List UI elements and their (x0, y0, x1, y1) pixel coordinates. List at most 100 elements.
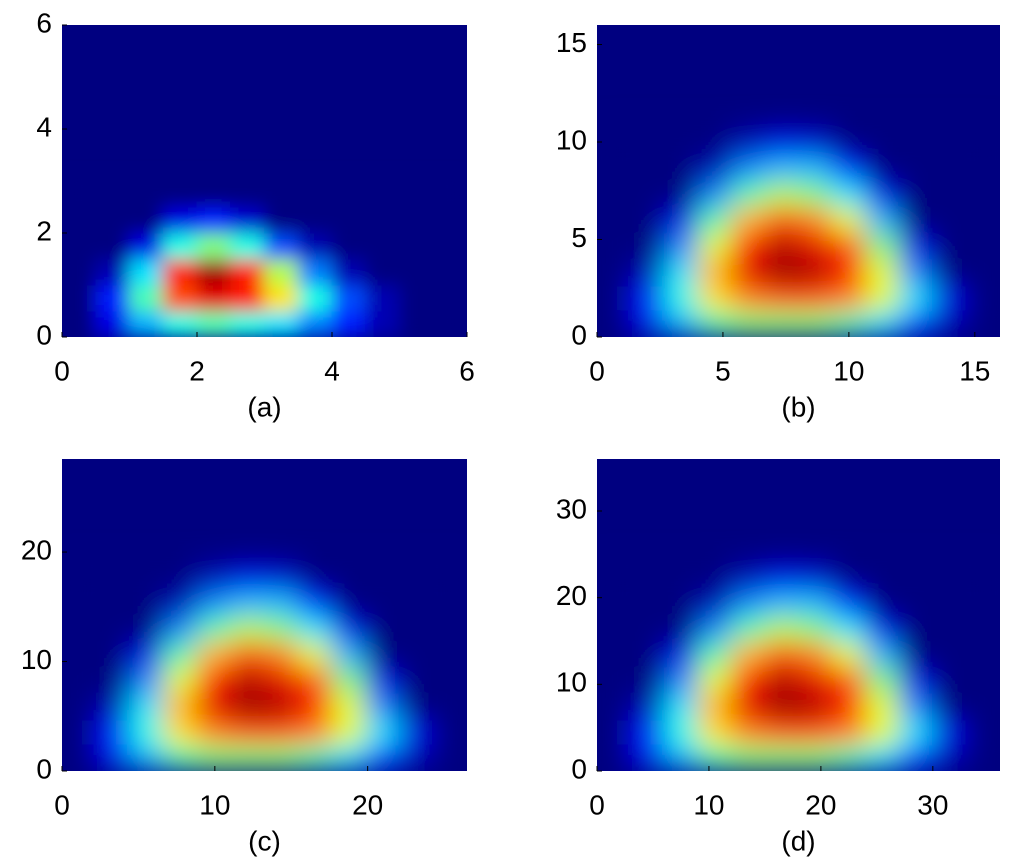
heatmap-cell (663, 588, 699, 616)
heatmap-cell (798, 127, 833, 155)
heatmap-cell (264, 718, 299, 746)
heatmap-cell (365, 744, 400, 771)
x-axis-label: (c) (248, 825, 281, 856)
heatmap-cell (630, 640, 665, 668)
heatmap-cell (432, 588, 467, 616)
heatmap-cell (129, 718, 164, 746)
heatmap-cell (630, 562, 665, 590)
heatmap-cell (865, 180, 900, 208)
heatmap-cell (831, 744, 867, 771)
heatmap-cell (865, 666, 900, 694)
heatmap-cell (697, 180, 732, 208)
heatmap-cell (264, 614, 299, 642)
heatmap-cell (399, 640, 434, 668)
heatmap-cell (865, 692, 900, 720)
heatmap-cell (831, 127, 867, 155)
y-tick-label: 30 (556, 493, 587, 524)
heatmap-cell (663, 284, 699, 312)
heatmap-cell (730, 692, 766, 720)
heatmap-cell (597, 153, 632, 182)
heatmap-cell (129, 692, 164, 720)
heatmap-cell (965, 206, 1000, 234)
heatmap-cell (831, 180, 867, 208)
y-tick-label: 20 (556, 580, 587, 611)
heatmap-cell (62, 692, 97, 720)
heatmap-cell (196, 614, 232, 642)
heatmap-cell (898, 153, 934, 182)
heatmap-cell (230, 744, 265, 771)
heatmap-cell (798, 744, 833, 771)
heatmap-cell (365, 258, 400, 286)
heatmap-cell (95, 310, 130, 337)
heatmap-cell (898, 562, 934, 590)
heatmap-cell (898, 127, 934, 155)
heatmap-cell (365, 640, 400, 668)
heatmap-cell (62, 180, 97, 208)
heatmap-cell (697, 718, 732, 746)
heatmap-cell (831, 692, 867, 720)
heatmap-cell (162, 258, 198, 286)
heatmap-cell (597, 744, 632, 771)
heatmap-cell (196, 588, 232, 616)
heatmap-cell (898, 284, 934, 312)
heatmap-cell (432, 718, 467, 746)
heatmap-cell (932, 127, 967, 155)
heatmap-cell (730, 258, 766, 286)
heatmap-cell (597, 718, 632, 746)
heatmap-cell (730, 180, 766, 208)
heatmap-cell (331, 232, 367, 260)
heatmap-cell (697, 310, 732, 337)
heatmap (62, 180, 467, 337)
heatmap-cell (898, 614, 934, 642)
heatmap-cell (663, 718, 699, 746)
y-tick-label: 6 (36, 7, 52, 38)
heatmap (62, 562, 467, 771)
heatmap-cell (196, 258, 232, 286)
heatmap-cell (365, 666, 400, 694)
heatmap-cell (831, 640, 867, 668)
heatmap-cell (764, 640, 799, 668)
x-tick-label: 0 (589, 789, 605, 820)
heatmap-cell (297, 666, 333, 694)
heatmap-cell (730, 666, 766, 694)
heatmap-cell (764, 232, 799, 260)
heatmap-cell (95, 562, 130, 590)
x-axis-label: (b) (781, 391, 815, 422)
heatmap-cell (264, 744, 299, 771)
heatmap-cell (697, 258, 732, 286)
heatmap-cell (730, 206, 766, 234)
heatmap-cell (898, 206, 934, 234)
heatmap-cell (831, 232, 867, 260)
heatmap-cell (432, 640, 467, 668)
heatmap-cell (965, 258, 1000, 286)
heatmap-cell (730, 744, 766, 771)
heatmap-cell (764, 692, 799, 720)
heatmap-cell (399, 692, 434, 720)
heatmap-cell (764, 666, 799, 694)
heatmap-cell (798, 666, 833, 694)
heatmap-cell (297, 284, 333, 312)
heatmap-cell (331, 640, 367, 668)
heatmap-cell (630, 666, 665, 694)
heatmap-cell (162, 232, 198, 260)
heatmap-cell (663, 562, 699, 590)
heatmap-cell (264, 666, 299, 694)
heatmap-cell (230, 180, 265, 208)
heatmap-cell (865, 206, 900, 234)
heatmap-cell (798, 310, 833, 337)
heatmap-cell (162, 284, 198, 312)
heatmap-cell (865, 127, 900, 155)
heatmap-cell (297, 614, 333, 642)
heatmap-cell (663, 692, 699, 720)
heatmap-cell (865, 614, 900, 642)
y-tick-label: 0 (36, 319, 52, 350)
heatmap-cell (898, 692, 934, 720)
heatmap-cell (831, 258, 867, 286)
heatmap-cell (432, 232, 467, 260)
heatmap-cell (331, 180, 367, 208)
x-tick-label: 5 (715, 355, 731, 386)
heatmap-cell (95, 640, 130, 668)
x-tick-label: 0 (54, 789, 70, 820)
heatmap-cell (965, 614, 1000, 642)
